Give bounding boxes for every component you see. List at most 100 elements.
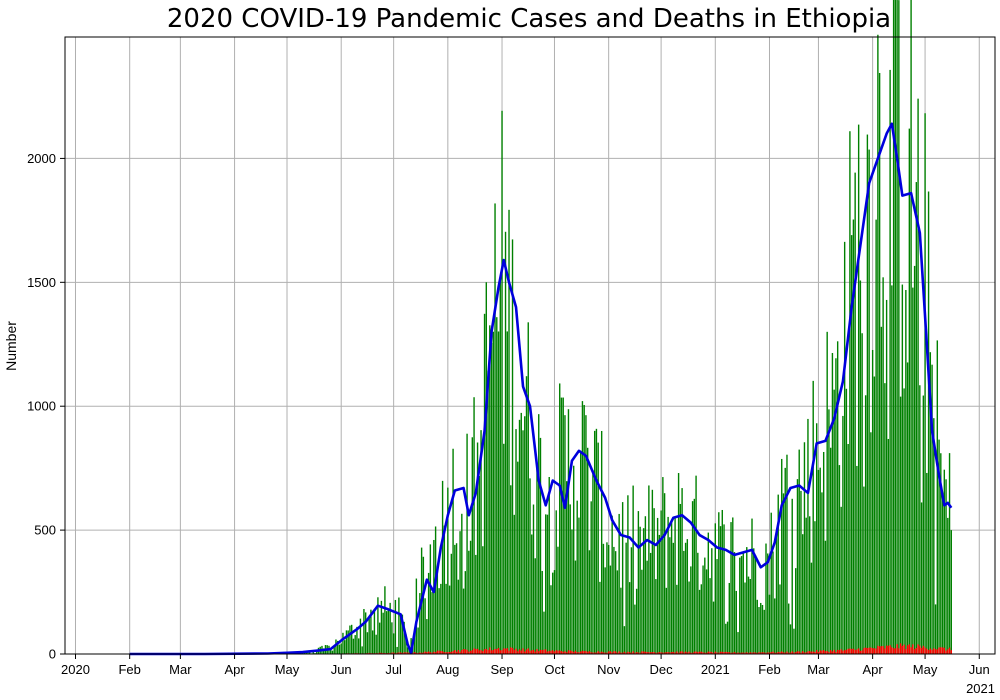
deaths-bar <box>660 652 662 654</box>
deaths-bar <box>788 652 790 654</box>
cases-bar <box>730 522 732 654</box>
deaths-bar <box>884 648 886 654</box>
cases-bar <box>828 409 830 654</box>
cases-bar <box>676 584 678 654</box>
cases-bar <box>885 299 888 654</box>
cases-bar <box>948 453 951 654</box>
deaths-bar <box>707 651 710 654</box>
deaths-bar <box>726 652 729 654</box>
deaths-bar <box>777 651 779 654</box>
deaths-bar <box>677 652 680 654</box>
deaths-bar <box>662 652 664 654</box>
cases-bar <box>821 492 823 654</box>
cases-bar <box>545 514 547 654</box>
deaths-bar <box>604 652 606 654</box>
cases-bar <box>574 560 577 654</box>
cases-bar <box>800 490 802 654</box>
cases-bar <box>359 618 362 654</box>
deaths-bar <box>546 651 549 654</box>
deaths-bar <box>878 646 881 654</box>
deaths-bar <box>457 650 460 654</box>
deaths-bar <box>438 650 440 654</box>
deaths-bar <box>730 652 732 654</box>
cases-bar <box>760 602 762 654</box>
deaths-bar <box>490 650 493 654</box>
deaths-bar <box>831 651 834 654</box>
cases-bar <box>679 503 682 654</box>
deaths-bar <box>768 652 771 654</box>
cases-bar <box>566 481 568 654</box>
cases-bar <box>424 598 426 654</box>
deaths-bar <box>637 652 640 654</box>
deaths-bar <box>877 645 879 654</box>
y-tick-label: 2000 <box>27 151 56 166</box>
deaths-bar <box>658 652 661 654</box>
deaths-bar <box>485 648 487 654</box>
deaths-bar <box>812 651 814 654</box>
cases-bar <box>788 603 790 654</box>
cases-bar <box>667 516 669 654</box>
cases-bar <box>614 551 617 654</box>
cases-bar <box>905 289 907 654</box>
deaths-bar <box>534 651 536 654</box>
deaths-bar <box>380 652 383 654</box>
cases-bar <box>607 544 610 654</box>
deaths-bar <box>847 648 849 654</box>
deaths-bar <box>427 651 430 654</box>
cases-bar <box>427 572 430 654</box>
deaths-bar <box>642 651 645 654</box>
deaths-bar <box>739 652 741 654</box>
deaths-bar <box>515 648 517 654</box>
x-tick-label: Apr <box>224 662 245 677</box>
deaths-bar <box>667 652 669 654</box>
deaths-bar <box>412 652 414 654</box>
deaths-bar <box>473 648 475 654</box>
cases-bar <box>651 489 654 654</box>
cases-bar <box>709 578 711 654</box>
cases-bar <box>688 581 690 654</box>
deaths-bar <box>557 650 559 654</box>
deaths-bar <box>550 650 552 654</box>
cases-bar <box>753 548 755 654</box>
cases-bar <box>693 498 696 654</box>
cases-bar <box>697 552 699 654</box>
deaths-bar <box>770 652 772 654</box>
cases-bar <box>461 513 463 654</box>
cases-bar <box>665 587 668 654</box>
cases-bar <box>548 477 550 654</box>
cases-bar <box>796 479 799 654</box>
cases-bar <box>478 475 481 654</box>
deaths-bar <box>735 652 737 654</box>
deaths-bar <box>426 652 428 654</box>
deaths-bar <box>915 647 918 654</box>
deaths-bar <box>522 648 524 654</box>
deaths-bar <box>466 649 468 654</box>
cases-bar <box>877 34 879 654</box>
cases-bar <box>455 543 458 654</box>
cases-bar <box>910 0 912 655</box>
y-tick-label: 1500 <box>27 275 56 290</box>
cases-bar <box>836 341 839 654</box>
deaths-bar <box>840 649 842 654</box>
cases-bar <box>569 504 571 654</box>
cases-bar <box>857 124 860 655</box>
deaths-bar <box>552 650 554 654</box>
cases-bar <box>557 546 559 654</box>
deaths-bar <box>894 648 897 654</box>
deaths-bar <box>405 652 407 654</box>
cases-bar <box>621 502 624 654</box>
cases-bar <box>681 488 683 654</box>
deaths-bar <box>824 651 827 654</box>
deaths-bar <box>368 652 370 654</box>
cases-bar <box>786 454 788 654</box>
cases-bar <box>431 592 433 654</box>
cases-bar <box>394 599 397 654</box>
deaths-bar <box>798 651 800 654</box>
cases-bar <box>611 515 613 654</box>
cases-bar <box>337 640 339 654</box>
deaths-bar <box>836 649 839 654</box>
cases-bar <box>482 546 484 654</box>
deaths-bar <box>765 652 767 654</box>
x-tick-label: Oct <box>544 662 565 677</box>
cases-bar <box>408 649 411 654</box>
